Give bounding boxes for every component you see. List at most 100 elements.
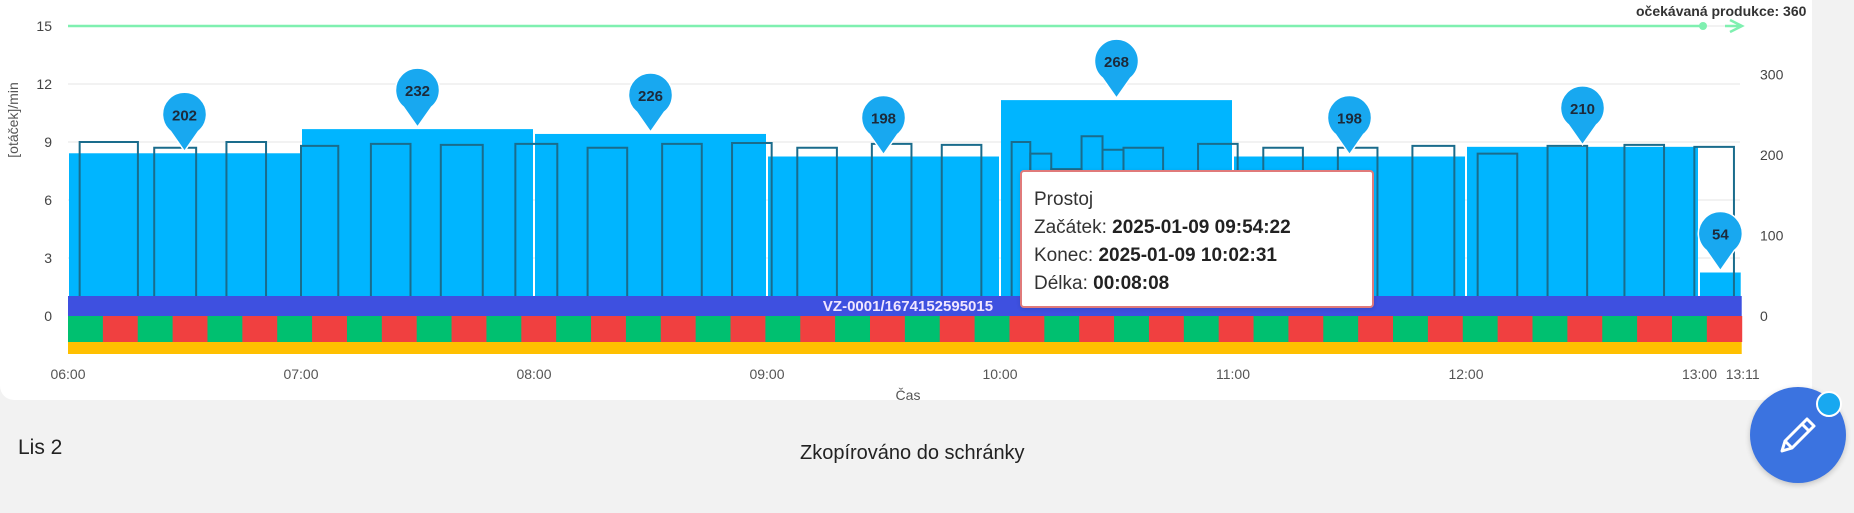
- speed-step: [300, 144, 340, 316]
- y-left-tick: 0: [44, 308, 52, 324]
- speed-step: [225, 141, 268, 316]
- value-pin: [1559, 85, 1606, 147]
- bottom-band: [68, 342, 1742, 354]
- x-tick: 07:00: [283, 366, 318, 382]
- status-segment: [591, 316, 627, 342]
- status-segment: [277, 316, 313, 342]
- y-axis-right-ticks: 0 100 200 300: [1760, 66, 1784, 324]
- x-axis-title: Čas: [896, 387, 921, 400]
- y-left-tick: 15: [36, 18, 52, 34]
- status-segment: [68, 316, 104, 342]
- notification-dot: [1816, 391, 1842, 417]
- hour-bar: [1467, 146, 1698, 316]
- x-tick: 11:00: [1216, 366, 1250, 382]
- status-segment: [1288, 316, 1324, 342]
- y-left-tick: 6: [44, 192, 52, 208]
- status-segment: [172, 316, 208, 342]
- status-segment: [730, 316, 766, 342]
- status-segment: [869, 316, 906, 342]
- value-pins: 202 232 226 198 268 198 210 54: [161, 38, 1744, 272]
- expected-line-marker: [1699, 22, 1707, 30]
- x-axis-ticks: 06:00 07:00 08:00 09:00 10:00 11:00 12:00 13:00…: [50, 366, 1759, 382]
- status-segment: [137, 316, 174, 342]
- tooltip-start-label: Začátek:: [1034, 217, 1107, 238]
- speed-step: [796, 146, 838, 316]
- status-segment: [835, 316, 871, 342]
- y-axis-left-ticks: 0 3 6 9 12 15: [36, 18, 52, 324]
- speed-step: [940, 143, 983, 316]
- speed-step: [1623, 143, 1666, 316]
- value-pin-label: 226: [638, 88, 663, 105]
- speed-step: [514, 142, 559, 316]
- speed-step: [153, 146, 198, 316]
- value-pin-label: 54: [1712, 227, 1729, 244]
- status-segment: [102, 316, 139, 342]
- hour-bar: [69, 153, 300, 316]
- status-segment: [1253, 316, 1289, 342]
- status-segment: [904, 316, 941, 342]
- status-segment: [486, 316, 522, 342]
- tooltip-title: Prostoj: [1034, 189, 1094, 210]
- tooltip-duration-row: Délka: 00:08:08: [1034, 270, 1360, 298]
- status-segment: [312, 316, 348, 342]
- status-segment: [1323, 316, 1359, 342]
- status-segment: [1114, 316, 1150, 342]
- status-segment: [1218, 316, 1255, 342]
- y-right-tick: 0: [1760, 308, 1768, 324]
- x-tick: 12:00: [1448, 366, 1483, 382]
- speed-step: [1476, 152, 1519, 316]
- status-segment: [1637, 316, 1673, 342]
- expected-line-arrow: [1725, 18, 1745, 34]
- x-tick: 08:00: [516, 366, 551, 382]
- expected-production-legend: očekávaná produkce: 360: [1636, 3, 1807, 19]
- value-pin-label: 232: [405, 83, 430, 100]
- value-pin: [1697, 210, 1744, 272]
- x-tick: 13:00: [1682, 366, 1717, 382]
- speed-step: [369, 142, 412, 316]
- y-left-tick: 3: [44, 250, 52, 266]
- x-tick: 13:11: [1726, 366, 1760, 382]
- status-segment: [765, 316, 801, 342]
- status-segment: [1706, 316, 1743, 342]
- speed-step: [439, 143, 484, 316]
- y-left-tick: 9: [44, 134, 52, 150]
- status-segment: [1009, 316, 1045, 342]
- status-segment: [1393, 316, 1429, 342]
- tooltip-end-row: Konec: 2025-01-09 10:02:31: [1034, 242, 1360, 270]
- hour-bar: [535, 133, 766, 316]
- status-segment: [242, 316, 278, 342]
- speed-step: [661, 142, 703, 316]
- speed-step: [1411, 144, 1456, 316]
- tooltip-duration-value: 00:08:08: [1093, 273, 1170, 294]
- y-axis-title: [otáček]/min: [5, 82, 21, 157]
- y-right-tick: 200: [1760, 147, 1784, 163]
- status-segment: [695, 316, 732, 342]
- speed-step: [731, 141, 773, 316]
- value-pin: [860, 94, 907, 156]
- status-segment: [556, 316, 592, 342]
- value-pin: [627, 72, 674, 134]
- status-segment: [381, 316, 418, 342]
- value-pin: [394, 67, 441, 129]
- y-right-tick: 100: [1760, 227, 1784, 243]
- value-pin: [1093, 38, 1140, 100]
- status-segment: [625, 316, 662, 342]
- value-pin: [1326, 94, 1373, 156]
- status-band: [68, 316, 1743, 354]
- status-segment: [660, 316, 697, 342]
- status-segment: [521, 316, 557, 342]
- status-segment: [1532, 316, 1568, 342]
- tooltip-end-value: 2025-01-09 10:02:31: [1098, 245, 1277, 266]
- copied-toast: Zkopírováno do schránky: [800, 442, 1025, 464]
- expected-production-line: [68, 18, 1745, 34]
- hour-bar: [768, 156, 999, 316]
- status-segment: [1358, 316, 1394, 342]
- status-segment: [1183, 316, 1220, 342]
- x-tick: 09:00: [749, 366, 784, 382]
- status-segment: [1148, 316, 1185, 342]
- hour-bar: [302, 129, 533, 316]
- tooltip-start-row: Začátek: 2025-01-09 09:54:22: [1034, 214, 1360, 242]
- status-segment: [1044, 316, 1080, 342]
- value-pin-label: 202: [172, 107, 197, 124]
- speed-step: [1546, 144, 1589, 316]
